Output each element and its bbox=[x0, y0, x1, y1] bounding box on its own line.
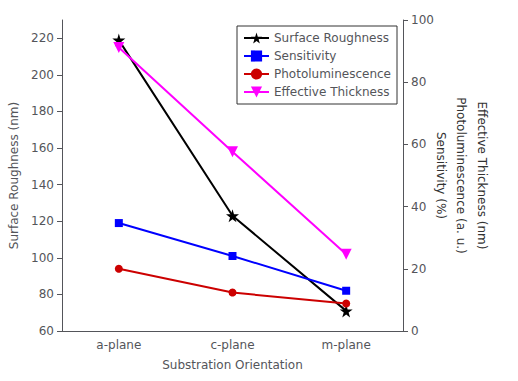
svg-text:Effective Thickness: Effective Thickness bbox=[274, 85, 389, 99]
svg-text:c-plane: c-plane bbox=[210, 338, 254, 352]
svg-text:80: 80 bbox=[411, 75, 426, 89]
svg-text:40: 40 bbox=[411, 200, 426, 214]
svg-text:Effective Thickness (nm): Effective Thickness (nm) bbox=[475, 102, 489, 250]
svg-text:Substration Orientation: Substration Orientation bbox=[162, 358, 303, 372]
svg-text:200: 200 bbox=[31, 68, 54, 82]
svg-text:m-plane: m-plane bbox=[322, 338, 371, 352]
svg-text:60: 60 bbox=[411, 137, 426, 151]
svg-text:100: 100 bbox=[31, 251, 54, 265]
svg-text:120: 120 bbox=[31, 214, 54, 228]
svg-text:100: 100 bbox=[411, 13, 434, 27]
svg-text:60: 60 bbox=[39, 324, 54, 338]
svg-text:80: 80 bbox=[39, 287, 54, 301]
svg-text:Photoluminescence: Photoluminescence bbox=[274, 67, 391, 81]
svg-text:0: 0 bbox=[411, 324, 419, 338]
svg-text:Surface Roughness (nm): Surface Roughness (nm) bbox=[7, 102, 21, 249]
svg-text:Sensitivity (%): Sensitivity (%) bbox=[434, 132, 448, 219]
svg-text:220: 220 bbox=[31, 31, 54, 45]
svg-text:140: 140 bbox=[31, 178, 54, 192]
svg-text:160: 160 bbox=[31, 141, 54, 155]
svg-text:20: 20 bbox=[411, 262, 426, 276]
svg-text:a-plane: a-plane bbox=[96, 338, 141, 352]
svg-text:Surface Roughness: Surface Roughness bbox=[274, 31, 389, 45]
svg-text:Sensitivity: Sensitivity bbox=[274, 49, 336, 63]
svg-text:180: 180 bbox=[31, 104, 54, 118]
svg-text:Photoluminescence (a. u.): Photoluminescence (a. u.) bbox=[454, 97, 468, 254]
